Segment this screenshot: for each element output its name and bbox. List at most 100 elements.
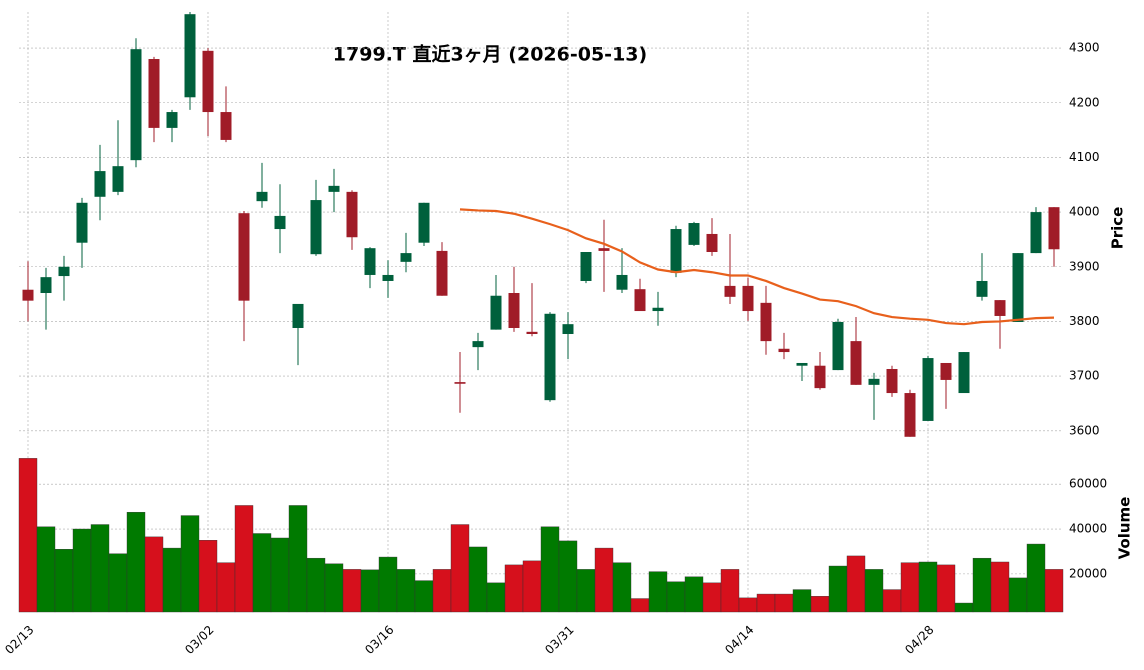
- volume-bar: [18, 458, 38, 613]
- candle-body: [886, 368, 898, 394]
- volume-bar: [828, 565, 848, 613]
- candle-body: [688, 223, 700, 245]
- volume-tick-label: 40000: [1069, 522, 1107, 536]
- volume-bar: [378, 556, 398, 613]
- candle-body: [580, 252, 592, 281]
- volume-bar: [360, 569, 380, 613]
- candle-body: [310, 200, 322, 255]
- candle-body: [814, 365, 826, 389]
- candle-body: [940, 362, 952, 380]
- volume-bar: [450, 524, 470, 613]
- candle-body: [976, 280, 988, 297]
- chart-title: 1799.T 直近3ヶ月 (2026-05-13): [333, 43, 647, 66]
- volume-bar: [738, 597, 758, 613]
- y-tick-label: 3900: [1069, 259, 1100, 273]
- price-axis-label: Price: [1109, 207, 1127, 250]
- y-tick-label: 3700: [1069, 369, 1100, 383]
- volume-bar: [1008, 577, 1028, 613]
- x-tick-label: 04/14: [722, 623, 756, 657]
- volume-bar: [540, 526, 560, 613]
- x-tick-label: 03/16: [362, 623, 396, 657]
- volume-bar: [972, 557, 992, 613]
- volume-bar: [990, 561, 1010, 613]
- volume-bar: [810, 596, 830, 613]
- candle-body: [166, 112, 178, 128]
- candle-body: [1048, 207, 1060, 250]
- volume-bar: [198, 540, 218, 613]
- volume-tick-label: 20000: [1069, 566, 1107, 580]
- volume-bar: [306, 557, 326, 613]
- candle-body: [796, 362, 808, 366]
- candle-body: [850, 341, 862, 385]
- volume-axis-label: Volume: [1116, 497, 1134, 560]
- candle-body: [670, 229, 682, 273]
- volume-bar: [432, 569, 452, 613]
- volume-bar: [846, 555, 866, 613]
- candle-body: [490, 295, 502, 330]
- volume-bar: [864, 569, 884, 613]
- candle-body: [130, 49, 142, 161]
- volume-bar: [594, 547, 614, 613]
- volume-bar: [324, 563, 344, 613]
- candle-body: [868, 378, 880, 385]
- candle-body: [454, 382, 466, 384]
- volume-bar: [684, 576, 704, 613]
- candle-body: [220, 112, 232, 140]
- candle-body: [616, 274, 628, 290]
- moving-average-line: [459, 208, 1055, 326]
- candle-body: [22, 289, 34, 301]
- volume-bar: [756, 593, 776, 613]
- volume-bar: [666, 581, 686, 613]
- y-tick-label: 3800: [1069, 314, 1100, 328]
- volume-bar: [54, 549, 74, 613]
- candle-body: [436, 250, 448, 296]
- candle-body: [904, 393, 916, 437]
- volume-bar: [270, 537, 290, 613]
- volume-bar: [108, 553, 128, 613]
- candle-body: [544, 313, 556, 401]
- volume-bar: [1044, 569, 1064, 613]
- volume-bar: [900, 562, 920, 613]
- candle-body: [832, 321, 844, 371]
- candle-body: [1030, 212, 1042, 254]
- candle-body: [58, 266, 70, 277]
- volume-bar: [612, 562, 632, 613]
- candle-body: [202, 50, 214, 113]
- y-tick-label: 4200: [1069, 95, 1100, 109]
- volume-bar: [252, 533, 272, 613]
- candle-body: [562, 324, 574, 335]
- candle-body: [778, 348, 790, 353]
- volume-bar: [72, 528, 92, 613]
- candle-body: [112, 166, 124, 192]
- volume-bar: [576, 569, 596, 613]
- volume-bar: [486, 582, 506, 613]
- candle-body: [364, 248, 376, 275]
- candle-body: [724, 285, 736, 297]
- candle-body: [922, 358, 934, 421]
- candle-body: [508, 293, 520, 328]
- candle-body: [256, 191, 268, 202]
- volume-bar: [936, 564, 956, 613]
- volume-bar: [468, 546, 488, 613]
- volume-bar: [918, 561, 938, 613]
- volume-bar: [648, 571, 668, 613]
- y-tick-label: 4300: [1069, 41, 1100, 55]
- candle-body: [634, 289, 646, 312]
- volume-bar: [180, 515, 200, 613]
- candle-body: [472, 341, 484, 348]
- volume-tick-label: 60000: [1069, 477, 1107, 491]
- candle-body: [148, 59, 160, 128]
- volume-bar: [522, 560, 542, 613]
- candle-body: [328, 185, 340, 192]
- volume-bar: [342, 569, 362, 613]
- x-tick-label: 02/13: [2, 623, 36, 657]
- candle-body: [400, 253, 412, 262]
- candle-body: [76, 202, 88, 243]
- candle-body: [994, 300, 1006, 316]
- candle-body: [274, 215, 286, 230]
- volume-bar: [36, 526, 56, 613]
- volume-bar: [162, 547, 182, 613]
- volume-bar: [126, 511, 146, 613]
- candle-body: [346, 191, 358, 238]
